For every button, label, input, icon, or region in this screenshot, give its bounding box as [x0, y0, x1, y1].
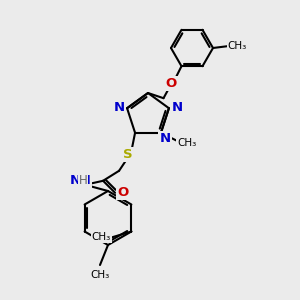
Text: O: O: [166, 77, 177, 90]
Text: H: H: [79, 174, 87, 187]
Text: CH₃: CH₃: [90, 270, 110, 280]
Text: N: N: [159, 132, 170, 145]
Text: N: N: [70, 174, 81, 187]
Text: S: S: [123, 148, 133, 161]
Text: O: O: [117, 186, 129, 199]
Text: N: N: [113, 101, 124, 114]
Text: NH: NH: [71, 174, 92, 187]
Text: N: N: [171, 101, 182, 114]
Text: CH₃: CH₃: [227, 41, 247, 51]
Text: CH₃: CH₃: [177, 138, 196, 148]
Text: CH₃: CH₃: [92, 232, 111, 242]
